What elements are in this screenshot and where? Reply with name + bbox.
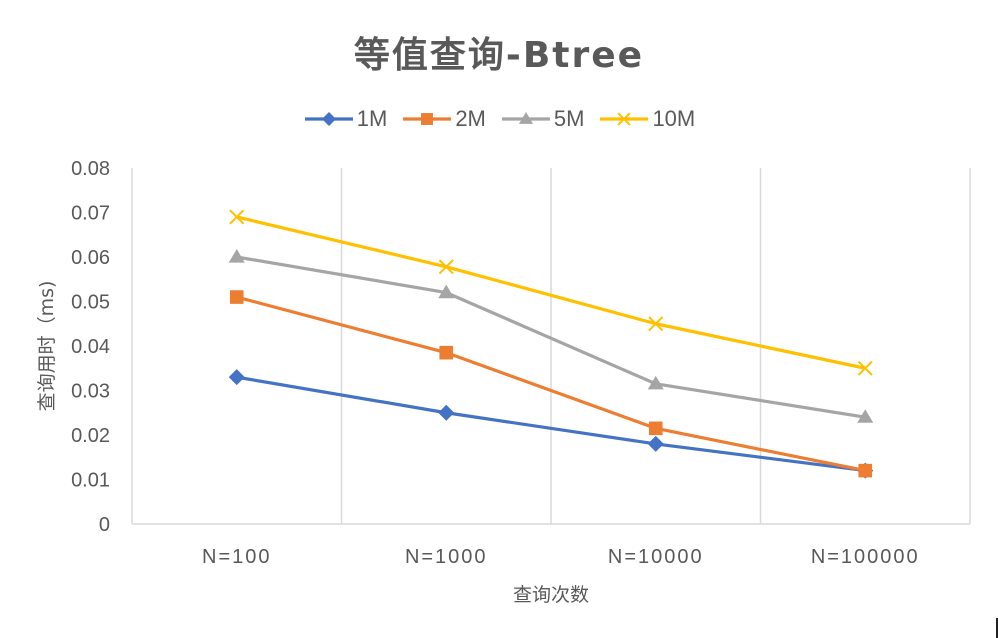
y-tick-label: 0 [99, 514, 110, 536]
data-point-marker [857, 360, 873, 376]
y-tick-label: 0.05 [71, 292, 110, 314]
y-tick-label: 0.02 [71, 425, 110, 447]
x-tick-label: N=100 [202, 546, 272, 568]
legend-label: 2M [455, 106, 486, 131]
legend-item-1M: 1M [303, 106, 388, 132]
data-point-marker [648, 421, 663, 436]
y-axis-title: 查询用时（ms) [36, 281, 58, 412]
y-tick-label: 0.07 [71, 203, 110, 225]
data-point-marker [647, 435, 664, 452]
cursor-mark [996, 618, 998, 638]
x-axis-title: 查询次数 [513, 584, 589, 606]
data-point-marker [438, 284, 455, 299]
legend-label: 5M [553, 106, 585, 131]
legend-label: 10M [652, 106, 696, 131]
data-point-marker [648, 316, 664, 332]
data-point-marker [438, 404, 455, 421]
data-point-marker [228, 249, 245, 263]
legend-item-5M: 5M [500, 106, 585, 132]
legend-label: 1M [356, 106, 388, 131]
chart-title: 等值查询-Btree [353, 35, 645, 76]
series-5M [228, 249, 874, 423]
x-marker-icon [600, 112, 649, 126]
legend-item-2M: 2M [401, 106, 486, 132]
data-point-marker [228, 369, 245, 386]
x-tick-label: N=1000 [405, 546, 488, 568]
square-marker-icon [403, 113, 452, 125]
data-point-marker [858, 463, 873, 478]
data-point-marker [857, 409, 874, 423]
series-2M [229, 290, 873, 478]
data-point-marker [647, 375, 664, 390]
legend-item-10M: 10M [598, 106, 695, 132]
y-tick-label: 0.08 [71, 158, 110, 180]
x-tick-label: N=10000 [608, 546, 704, 568]
data-point-marker [439, 345, 454, 360]
y-tick-label: 0.01 [71, 470, 110, 492]
data-point-marker [229, 209, 245, 225]
diamond-marker-icon [304, 112, 353, 126]
series-10M [229, 209, 873, 376]
y-tick-label: 0.03 [71, 381, 110, 403]
x-tick-label: N=100000 [811, 546, 920, 568]
data-point-marker [229, 290, 244, 304]
data-point-marker [438, 259, 454, 275]
y-tick-label: 0.04 [71, 336, 110, 358]
y-tick-label: 0.06 [71, 247, 110, 269]
triangle-marker-icon [501, 112, 550, 124]
chart-legend: 1M 2M 5M 10M [0, 106, 998, 132]
